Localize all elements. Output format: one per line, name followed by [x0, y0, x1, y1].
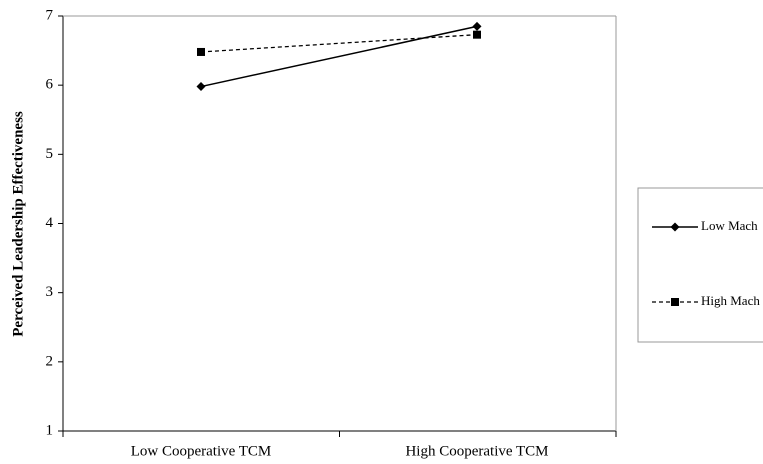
series-line-low-mach — [200, 25, 478, 88]
legend-marker-high-mach — [671, 298, 679, 306]
data-point-low-mach — [196, 82, 206, 92]
legend-label-high-mach: High Mach — [701, 293, 760, 308]
x-tick-label-high: High Cooperative TCM — [405, 443, 548, 459]
y-tick-label: 4 — [46, 215, 54, 231]
legend: Low Mach High Mach — [637, 187, 763, 343]
y-tick-label: 3 — [46, 284, 54, 300]
series-line-high-mach — [200, 34, 478, 53]
data-point-high-mach — [197, 47, 205, 56]
legend-marker-low-mach — [670, 222, 680, 232]
y-tick-label: 7 — [46, 7, 54, 23]
y-tick-label: 1 — [46, 422, 54, 438]
y-tick-label: 2 — [46, 353, 54, 369]
y-axis-title: Perceived Leadership Effectiveness — [10, 111, 26, 337]
x-tick-label-low: Low Cooperative TCM — [131, 443, 272, 459]
legend-box — [637, 187, 763, 343]
y-tick-label: 5 — [46, 146, 54, 162]
data-point-high-mach — [473, 30, 481, 39]
legend-label-low-mach: Low Mach — [701, 218, 758, 233]
y-tick-label: 6 — [46, 77, 54, 93]
data-point-low-mach — [472, 21, 482, 31]
